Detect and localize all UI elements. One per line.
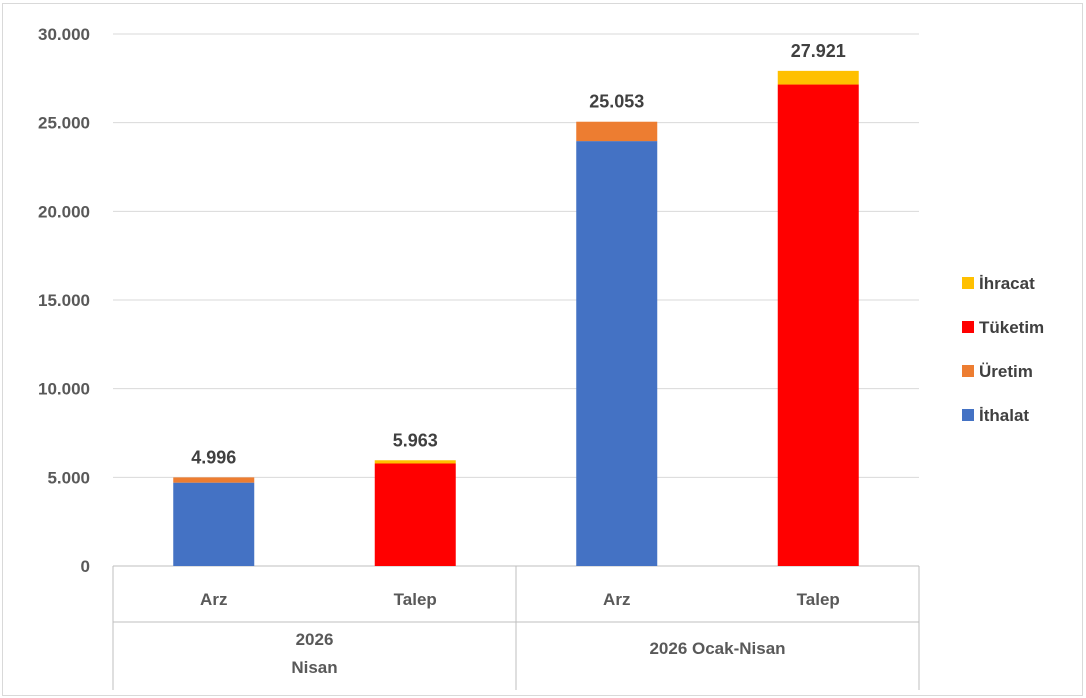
total-data-label: 5.963 [393, 430, 438, 450]
x-category-label: Arz [603, 590, 630, 609]
y-tick-label: 10.000 [38, 380, 90, 399]
total-data-label: 4.996 [191, 447, 236, 467]
x-category-label: Arz [200, 590, 227, 609]
bar-segment [777, 70, 859, 85]
bar-segment [576, 121, 658, 142]
legend-label: İhracat [979, 274, 1035, 293]
y-tick-label: 5.000 [47, 468, 90, 487]
bar-segment [777, 84, 859, 566]
legend-swatch [962, 277, 974, 289]
x-category-label: Talep [797, 590, 840, 609]
total-data-label: 25.053 [589, 92, 644, 112]
x-group-label: 2026 [296, 630, 334, 649]
legend-label: Tüketim [979, 318, 1044, 337]
x-group-label: Nisan [291, 658, 337, 677]
bar-segment [374, 463, 456, 566]
chart-frame [2, 3, 1083, 696]
bar-segment [173, 482, 255, 566]
y-tick-label: 0 [81, 557, 90, 576]
bars [173, 70, 859, 567]
y-tick-label: 15.000 [38, 291, 90, 310]
legend-swatch [962, 409, 974, 421]
legend-swatch [962, 365, 974, 377]
bar-segment [173, 477, 255, 483]
legend: İhracat Tüketim Üretim İthalat [962, 274, 1044, 425]
x-axis: Arz Talep Arz Talep 2026 Nisan 2026 Ocak-Nisan [112, 566, 920, 690]
bar-segment [576, 141, 658, 567]
bar-segment [374, 460, 456, 464]
y-tick-label: 25.000 [38, 114, 90, 133]
legend-label: İthalat [979, 406, 1029, 425]
y-axis-ticks: 0 5.000 10.000 15.000 20.000 25.000 30.000 [38, 25, 90, 576]
y-tick-label: 20.000 [38, 202, 90, 221]
legend-label: Üretim [979, 362, 1033, 381]
legend-swatch [962, 321, 974, 333]
y-tick-label: 30.000 [38, 25, 90, 44]
total-data-label: 27.921 [791, 41, 846, 61]
x-group-label: 2026 Ocak-Nisan [649, 639, 785, 658]
x-category-label: Talep [394, 590, 437, 609]
data-labels: 4.996 5.963 25.053 27.921 [191, 41, 846, 468]
